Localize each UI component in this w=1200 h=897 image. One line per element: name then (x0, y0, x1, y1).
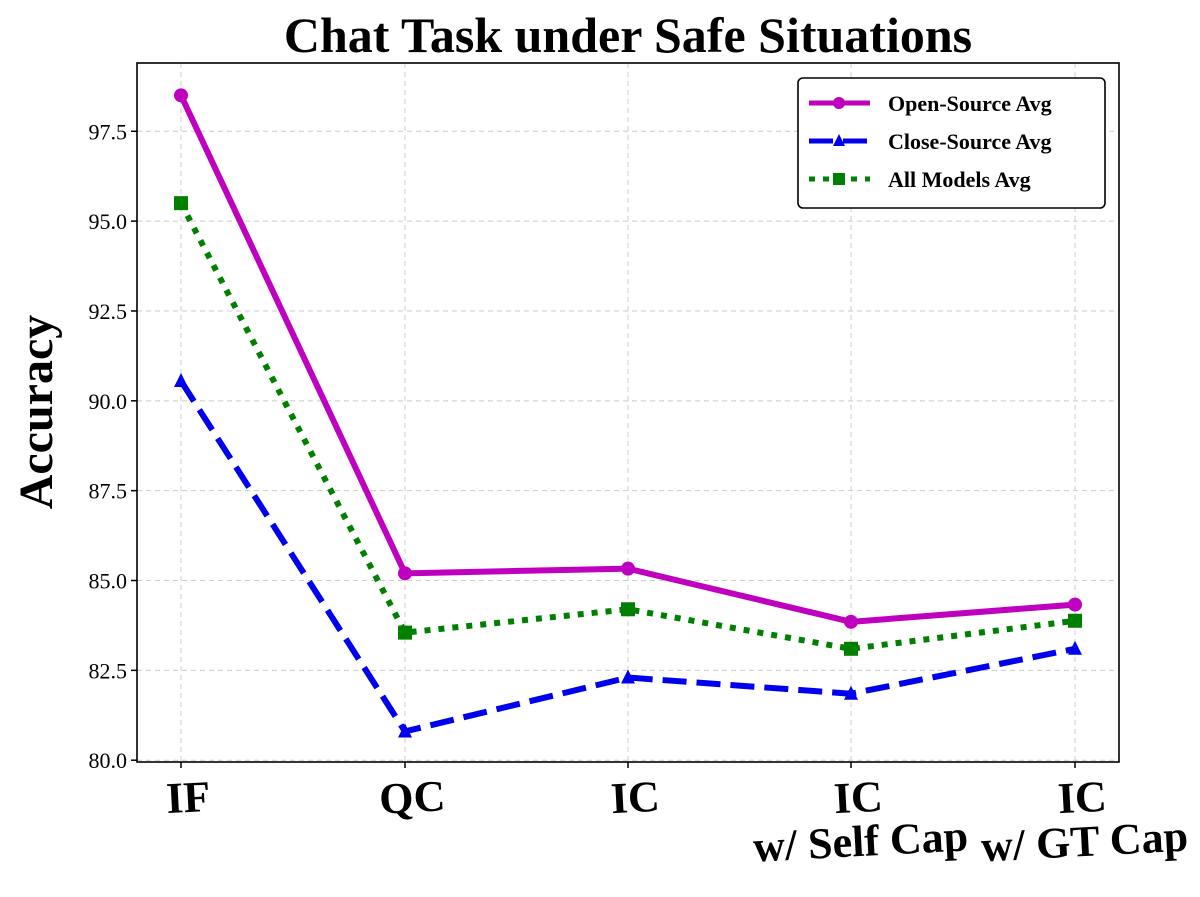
y-tick-label: 82.5 (89, 658, 128, 683)
y-axis-label: Accuracy (10, 315, 63, 510)
data-point (398, 625, 412, 640)
data-point (398, 723, 412, 738)
x-tick-label: ICw/ Self Cap (752, 772, 969, 872)
series-open-source-avg (174, 88, 1082, 629)
x-tick-label-line: w/ GT Cap (980, 812, 1189, 872)
data-point (174, 88, 188, 103)
series-line (178, 201, 1076, 652)
x-tick-label: ICw/ GT Cap (980, 772, 1189, 872)
legend-item: All Models Avg (809, 167, 1031, 192)
x-tick-label-line: IC (1057, 772, 1108, 823)
x-tick-label-line: IC (610, 772, 661, 823)
data-point (1068, 613, 1082, 628)
x-tick-label-line: w/ Self Cap (752, 811, 969, 871)
data-point (844, 685, 858, 700)
x-tick-label-line: QC (378, 771, 446, 823)
x-tick-label: IC (610, 772, 661, 823)
series-close-source-avg (174, 373, 1082, 738)
y-tick-label: 95.0 (89, 209, 128, 234)
data-point (833, 173, 845, 185)
x-tick-label-line: IF (165, 772, 212, 823)
chart-title: Chat Task under Safe Situations (284, 7, 972, 63)
data-point (833, 134, 845, 146)
x-tick-label-line: IC (833, 772, 884, 823)
y-tick-label: 97.5 (89, 119, 128, 144)
data-point (174, 373, 188, 388)
series-lines (174, 88, 1082, 738)
data-point (621, 561, 635, 576)
data-point (398, 566, 412, 581)
legend-label: Open-Source Avg (888, 91, 1052, 116)
data-point (844, 614, 858, 629)
legend-box (797, 77, 1106, 209)
legend: Open-Source Avg Close-Source Avg All Model… (797, 77, 1106, 209)
legend-label: All Models Avg (888, 167, 1031, 192)
data-point (1068, 597, 1082, 612)
x-tick-label: IF (165, 772, 212, 823)
legend-item: Open-Source Avg (809, 91, 1052, 116)
legend-label: Close-Source Avg (888, 129, 1052, 154)
data-point (833, 97, 845, 109)
y-tick-label: 85.0 (89, 569, 128, 594)
y-tick-label: 90.0 (89, 389, 128, 414)
y-axis-ticks: 80.0 82.5 85.0 87.5 90.0 92.5 95.0 97.5 (89, 119, 137, 773)
plot-frame (136, 62, 1120, 763)
data-point (844, 641, 858, 656)
series-line (178, 379, 1076, 735)
data-point (621, 602, 635, 617)
data-point (174, 196, 188, 211)
y-tick-label: 80.0 (89, 748, 128, 773)
data-point (621, 669, 635, 684)
x-tick-label: QC (378, 771, 446, 823)
y-tick-label: 87.5 (89, 479, 128, 504)
data-point (1068, 640, 1082, 655)
y-tick-label: 92.5 (89, 299, 128, 324)
legend-item: Close-Source Avg (809, 129, 1052, 154)
series-all-models-avg (174, 196, 1082, 656)
